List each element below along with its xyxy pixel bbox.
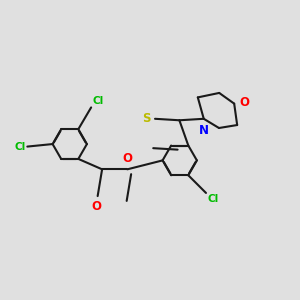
Text: Cl: Cl: [15, 142, 26, 152]
Text: O: O: [122, 152, 132, 165]
Text: O: O: [239, 96, 250, 109]
Text: S: S: [142, 112, 151, 125]
Text: N: N: [199, 124, 209, 137]
Text: Cl: Cl: [93, 96, 104, 106]
Text: O: O: [91, 200, 101, 213]
Text: Cl: Cl: [208, 194, 219, 204]
